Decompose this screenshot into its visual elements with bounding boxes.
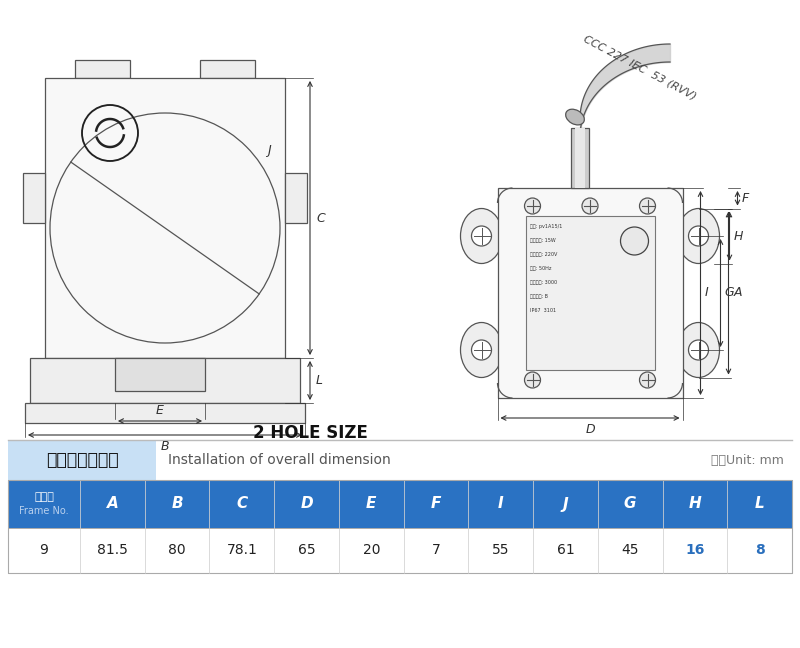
Text: 80: 80 [168, 544, 186, 557]
Text: 额定转速: 3000: 额定转速: 3000 [530, 280, 557, 285]
Text: 额定功率: 15W: 额定功率: 15W [530, 238, 555, 243]
Circle shape [689, 226, 709, 246]
Text: E: E [366, 496, 377, 511]
Text: 16: 16 [686, 544, 705, 557]
Bar [526, 216, 654, 370]
Text: 81.5: 81.5 [97, 544, 128, 557]
Bar [25, 403, 305, 423]
Text: 55: 55 [492, 544, 510, 557]
Text: B: B [171, 496, 183, 511]
Text: J: J [562, 496, 568, 511]
Text: F: F [431, 496, 441, 511]
Text: 45: 45 [622, 544, 639, 557]
Circle shape [471, 340, 491, 360]
Bar [498, 188, 682, 398]
Circle shape [621, 227, 649, 255]
Bar [200, 60, 255, 78]
Text: B: B [161, 440, 170, 453]
Text: 频率: 50Hz: 频率: 50Hz [530, 266, 551, 271]
Bar [575, 128, 585, 188]
Text: A: A [106, 496, 118, 511]
Text: 78.1: 78.1 [226, 544, 258, 557]
Text: 额定电压: 220V: 额定电压: 220V [530, 252, 557, 257]
Bar [571, 128, 589, 188]
Bar [285, 173, 307, 223]
Text: 机座号: 机座号 [34, 492, 54, 502]
Bar [8, 440, 156, 480]
Text: H: H [734, 229, 743, 242]
Text: H: H [689, 496, 702, 511]
Text: G: G [624, 496, 637, 511]
Bar [8, 480, 792, 528]
Bar [75, 60, 130, 78]
Text: 绝缘等级: B: 绝缘等级: B [530, 294, 547, 299]
Text: L: L [754, 496, 765, 511]
Text: D: D [585, 423, 595, 436]
Circle shape [639, 198, 655, 214]
Text: 9: 9 [39, 544, 49, 557]
Text: C: C [316, 211, 325, 224]
Text: F: F [742, 192, 749, 205]
Text: 7: 7 [432, 544, 440, 557]
Text: Frame No.: Frame No. [19, 506, 69, 516]
Text: E: E [156, 404, 164, 417]
Text: C: C [236, 496, 247, 511]
Text: 单位Unit: mm: 单位Unit: mm [711, 454, 784, 467]
Text: 2 HOLE SIZE: 2 HOLE SIZE [253, 424, 367, 442]
Circle shape [525, 372, 541, 388]
Text: 8: 8 [754, 544, 765, 557]
Bar [8, 480, 792, 573]
Circle shape [471, 226, 491, 246]
Ellipse shape [461, 209, 502, 264]
Bar [8, 528, 792, 573]
Text: 型号: pv1A15/1: 型号: pv1A15/1 [530, 224, 562, 229]
Text: 65: 65 [298, 544, 315, 557]
Text: Installation of overall dimension: Installation of overall dimension [168, 453, 390, 467]
Bar [45, 78, 285, 358]
Circle shape [639, 372, 655, 388]
Text: 安装外形尺寸表: 安装外形尺寸表 [46, 451, 118, 469]
Text: I: I [705, 286, 708, 299]
Text: D: D [300, 496, 313, 511]
Bar [30, 358, 300, 403]
Text: CCC 227 IEC  53 (RVV): CCC 227 IEC 53 (RVV) [582, 34, 698, 102]
Text: 61: 61 [557, 544, 574, 557]
Bar [115, 358, 205, 391]
Text: A: A [734, 286, 742, 299]
Bar [23, 173, 45, 223]
Circle shape [689, 340, 709, 360]
Ellipse shape [678, 323, 719, 378]
Text: J: J [267, 144, 271, 157]
Circle shape [525, 198, 541, 214]
Ellipse shape [678, 209, 719, 264]
Text: I: I [498, 496, 503, 511]
Text: 20: 20 [362, 544, 380, 557]
Text: L: L [316, 374, 323, 387]
Circle shape [582, 198, 598, 214]
Text: G: G [725, 286, 734, 299]
Ellipse shape [566, 110, 584, 125]
Text: IP67  3101: IP67 3101 [530, 308, 556, 313]
Ellipse shape [461, 323, 502, 378]
